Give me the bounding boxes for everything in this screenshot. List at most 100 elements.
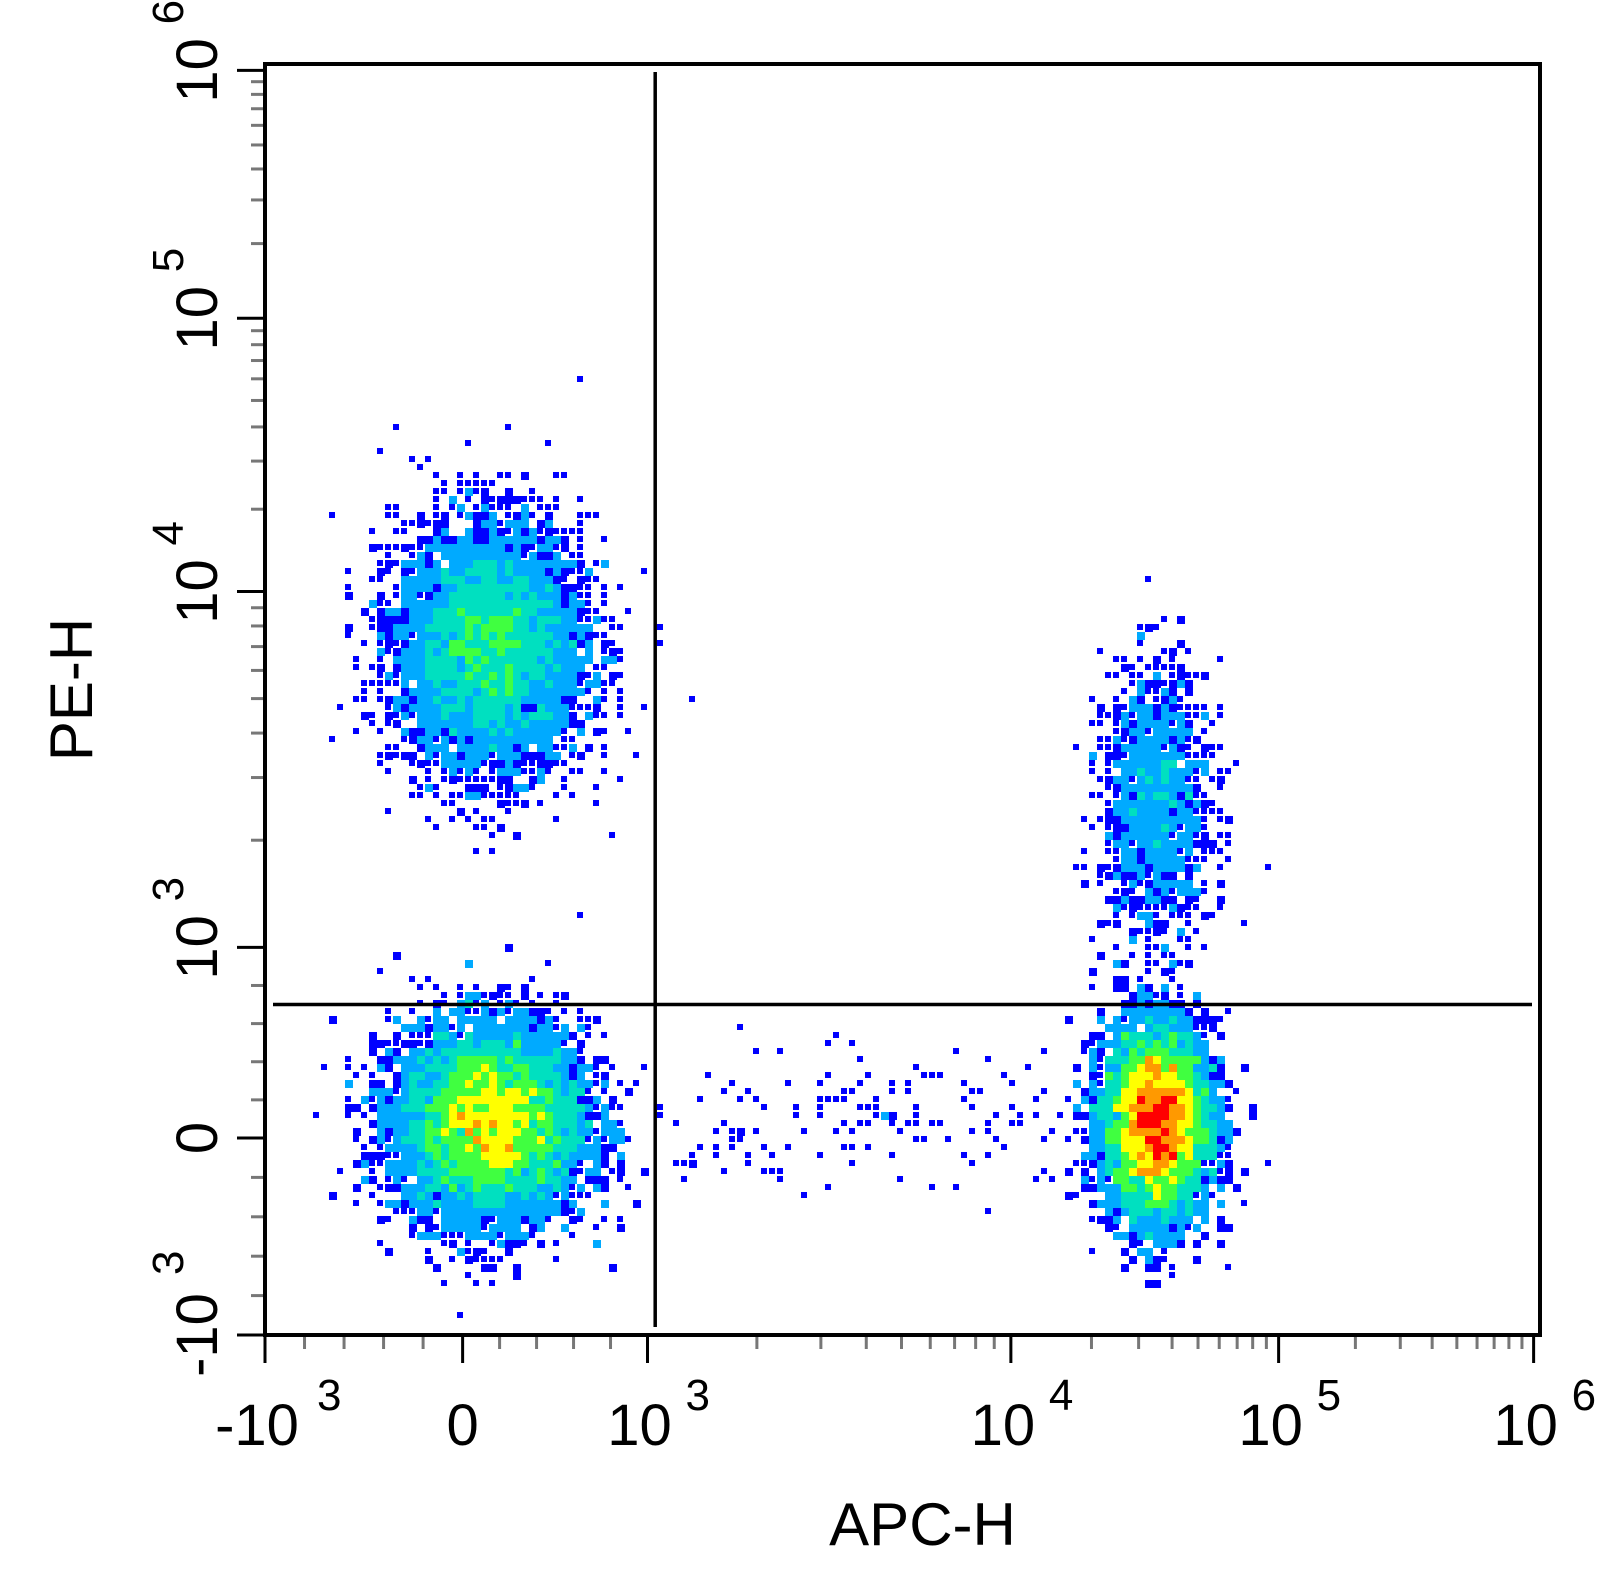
event-dot: [369, 600, 377, 608]
event-dot: [545, 568, 553, 576]
event-dot: [1113, 704, 1121, 712]
event-dot: [393, 1080, 401, 1088]
event-dot: [417, 696, 425, 704]
y-tick-label-5: 10: [165, 38, 230, 103]
event-dot: [569, 624, 577, 632]
event-dot: [513, 1264, 521, 1272]
event-dot: [657, 624, 663, 630]
event-dot: [537, 1192, 545, 1200]
event-dot: [449, 1120, 457, 1128]
event-dot: [1137, 792, 1145, 800]
event-dot: [329, 1016, 337, 1024]
event-dot: [489, 1112, 497, 1120]
event-dot: [457, 744, 465, 752]
event-dot: [433, 584, 441, 592]
event-dot: [585, 744, 593, 752]
event-dot: [1169, 968, 1175, 974]
event-dot: [617, 648, 623, 654]
event-dot: [449, 704, 457, 712]
y-tick-exp-3: 4: [144, 521, 193, 545]
event-dot: [457, 1208, 465, 1216]
event-dot: [361, 608, 369, 616]
event-dot: [529, 552, 537, 560]
event-dot: [457, 1232, 463, 1238]
event-dot: [1145, 1040, 1153, 1048]
event-dot: [857, 1056, 863, 1062]
event-dot: [1217, 848, 1223, 854]
event-dot: [1169, 720, 1175, 726]
event-dot: [377, 1040, 385, 1048]
event-dot: [561, 560, 569, 568]
event-dot: [1137, 880, 1143, 886]
event-dot: [1201, 824, 1207, 830]
event-dot: [617, 1216, 623, 1222]
event-dot: [481, 600, 489, 608]
event-dot: [1121, 728, 1129, 736]
event-dot: [465, 480, 471, 486]
event-dot: [1113, 912, 1119, 918]
event-dot: [1105, 1072, 1113, 1080]
event-dot: [481, 576, 489, 584]
event-dot: [1241, 920, 1247, 926]
event-dot: [577, 528, 583, 534]
event-dot: [569, 1096, 577, 1104]
event-dot: [537, 712, 545, 720]
event-dot: [1161, 688, 1169, 696]
event-dot: [313, 1112, 319, 1118]
event-dot: [1217, 784, 1223, 790]
event-dot: [465, 1064, 473, 1072]
event-dot: [553, 1136, 561, 1144]
event-dot: [497, 520, 503, 526]
event-dot: [889, 1152, 895, 1158]
event-dot: [457, 1168, 465, 1176]
event-dot: [1193, 1016, 1201, 1024]
event-dot: [545, 680, 553, 688]
event-dot: [1193, 888, 1201, 896]
event-dot: [1153, 920, 1161, 928]
event-dot: [409, 672, 417, 680]
event-dot: [385, 608, 393, 616]
event-dot: [481, 1112, 489, 1120]
event-dot: [1137, 1176, 1145, 1184]
event-dot: [1161, 928, 1167, 934]
event-dot: [409, 1048, 417, 1056]
event-dot: [1137, 768, 1145, 776]
event-dot: [449, 1096, 457, 1104]
event-dot: [425, 1176, 433, 1184]
event-dot: [569, 1208, 575, 1214]
event-dot: [497, 600, 505, 608]
event-dot: [473, 1112, 481, 1120]
event-dot: [497, 736, 505, 744]
event-dot: [1121, 888, 1129, 896]
event-dot: [489, 1264, 497, 1272]
event-dot: [1169, 1184, 1177, 1192]
event-dot: [473, 1104, 481, 1112]
event-dot: [1217, 776, 1225, 784]
event-dot: [449, 600, 457, 608]
event-dot: [497, 1096, 505, 1104]
event-dot: [457, 624, 465, 632]
event-dot: [1145, 1264, 1153, 1272]
event-dot: [537, 1168, 545, 1176]
event-dot: [1201, 760, 1209, 768]
event-dot: [377, 1184, 383, 1190]
event-dot: [1129, 928, 1137, 936]
event-dot: [521, 752, 529, 760]
event-dot: [417, 1232, 425, 1240]
event-dot: [513, 560, 521, 568]
event-dot: [489, 1160, 497, 1168]
event-dot: [1169, 704, 1177, 712]
event-dot: [537, 1008, 545, 1016]
event-dot: [385, 808, 391, 814]
event-dot: [537, 640, 545, 648]
event-dot: [553, 1032, 561, 1040]
event-dot: [513, 1184, 521, 1192]
event-dot: [401, 1144, 409, 1152]
event-dot: [1113, 1112, 1121, 1120]
event-dot: [1169, 656, 1175, 662]
event-dot: [441, 688, 449, 696]
event-dot: [1217, 1152, 1223, 1158]
event-dot: [441, 528, 449, 536]
event-dot: [369, 1048, 377, 1056]
event-dot: [1217, 864, 1223, 870]
